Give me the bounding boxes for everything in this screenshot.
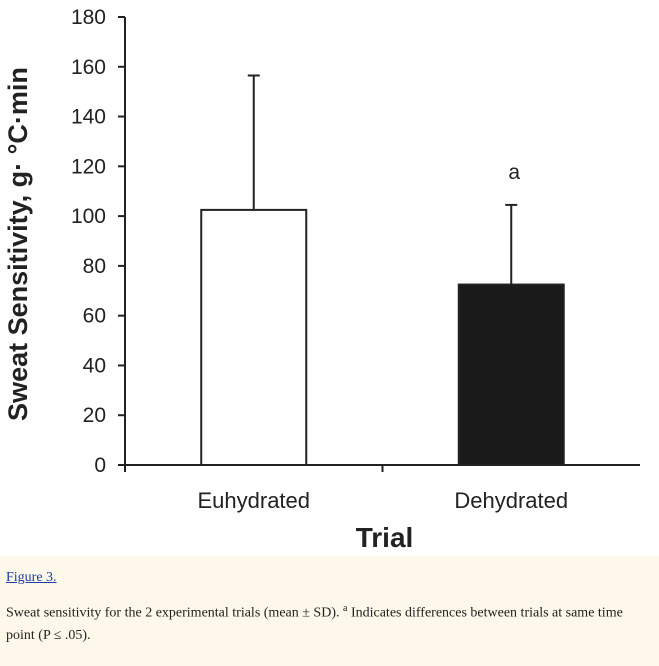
y-tick-label: 0 (94, 454, 106, 477)
x-tick-label: Euhydrated (197, 488, 310, 513)
y-axis-title: Sweat Sensitivity, g· °C·min (3, 67, 33, 421)
error-bar-dehydrated (505, 203, 518, 285)
figure-link[interactable]: Figure 3. (6, 570, 57, 585)
y-tick-label: 80 (83, 255, 106, 278)
figure-caption-block: Figure 3. Sweat sensitivity for the 2 ex… (6, 568, 651, 647)
y-tick-label: 60 (83, 305, 106, 328)
y-tick-label: 160 (71, 56, 106, 79)
figure-caption: Sweat sensitivity for the 2 experimental… (6, 598, 651, 647)
x-tick-label: Dehydrated (454, 488, 568, 513)
y-tick-label: 180 (71, 6, 106, 29)
y-tick-label: 120 (71, 155, 106, 178)
figure-panel: 0 20 40 60 80 100 120 140 160 180 Euhydrated Dehyd… (0, 0, 659, 556)
caption-superscript: a (343, 603, 348, 614)
error-bar-euhydrated (247, 74, 260, 210)
x-axis-title: Trial (356, 522, 414, 553)
bar-chart: 0 20 40 60 80 100 120 140 160 180 Euhydrated Dehyd… (3, 6, 640, 553)
significance-marker-dehydrated: a (508, 161, 520, 184)
bar-euhydrated (200, 208, 308, 466)
bar-dehydrated (457, 283, 565, 466)
y-tick-label: 20 (83, 404, 106, 427)
y-tick-label: 40 (83, 354, 106, 377)
caption-text-part2: Indicates differences between trials at … (6, 605, 623, 643)
y-tick-label: 100 (71, 205, 106, 228)
y-tick-label: 140 (71, 106, 106, 129)
caption-text-part1: Sweat sensitivity for the 2 experimental… (6, 605, 343, 621)
